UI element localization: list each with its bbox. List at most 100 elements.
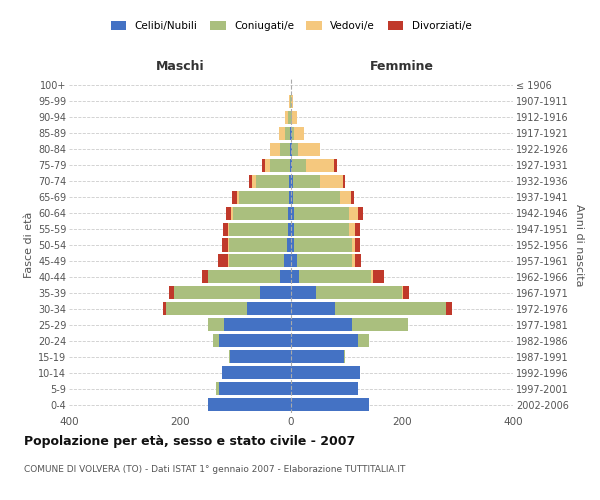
Bar <box>214 334 219 347</box>
Bar <box>222 238 228 252</box>
Bar <box>233 206 288 220</box>
Bar <box>358 334 369 347</box>
Bar <box>343 174 346 188</box>
Bar <box>270 142 280 156</box>
Bar <box>260 286 291 300</box>
Legend: Celibi/Nubili, Coniugati/e, Vedovi/e, Divorziati/e: Celibi/Nubili, Coniugati/e, Vedovi/e, Di… <box>110 20 472 31</box>
Bar <box>291 190 293 203</box>
Bar <box>349 222 355 235</box>
Bar <box>320 174 343 188</box>
Bar <box>371 270 373 283</box>
Bar <box>166 302 247 316</box>
Bar <box>250 174 251 188</box>
Bar <box>352 238 355 252</box>
Y-axis label: Fasce di età: Fasce di età <box>23 212 34 278</box>
Text: COMUNE DI VOLVERA (TO) - Dati ISTAT 1° gennaio 2007 - Elaborazione TUTTITALIA.IT: COMUNE DI VOLVERA (TO) - Dati ISTAT 1° g… <box>24 465 406 474</box>
Bar <box>373 270 383 283</box>
Bar <box>291 158 292 172</box>
Bar <box>280 270 291 283</box>
Bar <box>340 190 352 203</box>
Bar <box>232 190 236 203</box>
Bar <box>299 270 371 283</box>
Bar <box>291 398 368 411</box>
Bar <box>289 190 291 203</box>
Bar <box>292 127 295 140</box>
Bar <box>256 174 289 188</box>
Bar <box>355 238 361 252</box>
Bar <box>290 158 291 172</box>
Bar <box>208 318 224 332</box>
Bar <box>295 127 304 140</box>
Bar <box>226 206 231 220</box>
Bar <box>355 222 361 235</box>
Text: Femmine: Femmine <box>370 60 434 72</box>
Bar <box>358 206 363 220</box>
Bar <box>202 270 208 283</box>
Bar <box>251 174 256 188</box>
Bar <box>291 286 316 300</box>
Bar <box>291 366 361 379</box>
Bar <box>352 254 355 268</box>
Bar <box>292 142 298 156</box>
Bar <box>236 190 239 203</box>
Bar <box>291 222 294 235</box>
Y-axis label: Anni di nascita: Anni di nascita <box>574 204 584 286</box>
Bar <box>291 350 344 363</box>
Bar <box>290 95 291 108</box>
Bar <box>294 206 349 220</box>
Bar <box>294 238 352 252</box>
Bar <box>271 158 290 172</box>
Bar <box>229 222 287 235</box>
Bar <box>287 238 291 252</box>
Bar <box>239 190 289 203</box>
Bar <box>291 318 352 332</box>
Bar <box>291 95 293 108</box>
Bar <box>287 222 291 235</box>
Bar <box>291 111 292 124</box>
Bar <box>224 318 291 332</box>
Text: Popolazione per età, sesso e stato civile - 2007: Popolazione per età, sesso e stato civil… <box>24 435 355 448</box>
Bar <box>223 222 228 235</box>
Bar <box>175 286 260 300</box>
Bar <box>289 95 290 108</box>
Bar <box>247 302 291 316</box>
Bar <box>288 206 291 220</box>
Bar <box>335 302 446 316</box>
Bar <box>291 382 358 395</box>
Text: Maschi: Maschi <box>155 60 205 72</box>
Bar <box>349 206 358 220</box>
Bar <box>265 158 271 172</box>
Bar <box>230 350 291 363</box>
Bar <box>334 158 337 172</box>
Bar <box>291 334 358 347</box>
Bar <box>280 142 290 156</box>
Bar <box>291 206 294 220</box>
Bar <box>291 254 296 268</box>
Bar <box>218 254 228 268</box>
Bar <box>402 286 403 300</box>
Bar <box>293 174 320 188</box>
Bar <box>446 302 452 316</box>
Bar <box>208 398 291 411</box>
Bar <box>216 382 219 395</box>
Bar <box>298 142 320 156</box>
Bar <box>262 158 265 172</box>
Bar <box>292 158 306 172</box>
Bar <box>291 302 335 316</box>
Bar <box>291 270 299 283</box>
Bar <box>344 350 345 363</box>
Bar <box>288 111 291 124</box>
Bar <box>352 190 354 203</box>
Bar <box>352 318 407 332</box>
Bar <box>294 222 349 235</box>
Bar <box>229 254 284 268</box>
Bar <box>289 174 291 188</box>
Bar <box>292 111 296 124</box>
Bar <box>169 286 175 300</box>
Bar <box>291 238 294 252</box>
Bar <box>228 222 229 235</box>
Bar <box>163 302 166 316</box>
Bar <box>291 142 292 156</box>
Bar <box>285 127 290 140</box>
Bar <box>221 366 291 379</box>
